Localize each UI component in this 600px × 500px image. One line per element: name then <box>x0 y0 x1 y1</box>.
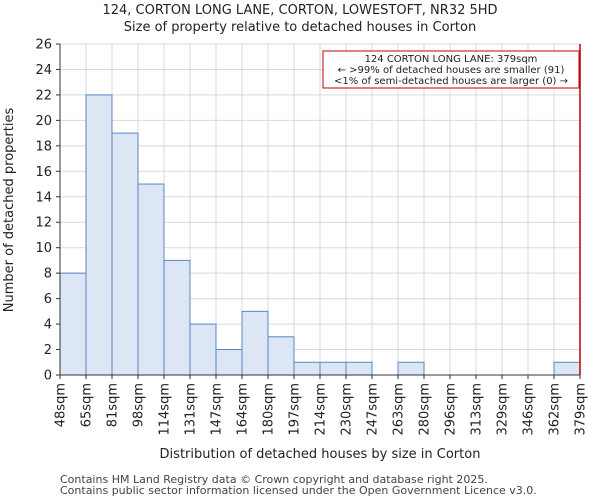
histogram-bar <box>319 361 347 376</box>
x-tick-label: 164sqm <box>236 383 251 436</box>
x-tick-label: 81sqm <box>106 383 121 427</box>
y-tick-label: 12 <box>35 216 52 231</box>
annotation-border <box>322 50 580 89</box>
histogram-bar <box>267 336 295 376</box>
histogram-bar <box>59 272 87 376</box>
histogram-bar <box>293 361 321 376</box>
x-tick-label: 296sqm <box>444 383 459 436</box>
y-tick-label: 18 <box>35 139 52 154</box>
chart-title: Size of property relative to detached ho… <box>123 20 477 35</box>
chart-title-address: 124, CORTON LONG LANE, CORTON, LOWESTOFT… <box>102 3 498 18</box>
histogram-bar <box>85 94 113 376</box>
x-tick-label: 230sqm <box>340 383 355 436</box>
bars <box>59 94 581 376</box>
x-tick-label: 147sqm <box>210 383 225 436</box>
x-tick-label: 180sqm <box>262 383 277 436</box>
x-tick-label: 197sqm <box>288 383 303 436</box>
y-tick-label: 20 <box>35 114 52 129</box>
annotation-box: 124 CORTON LONG LANE: 379sqm ← >99% of d… <box>322 50 580 89</box>
x-tick-label: 280sqm <box>418 383 433 436</box>
x-tick-label: 346sqm <box>522 383 537 436</box>
y-tick-label: 10 <box>35 241 52 256</box>
x-tick-label: 48sqm <box>54 383 69 427</box>
y-tick-label: 4 <box>44 318 52 333</box>
x-tick-label: 313sqm <box>470 383 485 436</box>
footer-copyright: Contains HM Land Registry data © Crown c… <box>60 473 488 486</box>
annotation-line-2: ← >99% of detached houses are smaller (9… <box>338 65 565 76</box>
annotation-line-3: <1% of semi-detached houses are larger (… <box>334 76 568 87</box>
histogram-bar <box>163 259 191 376</box>
x-tick-label: 98sqm <box>132 383 147 427</box>
y-tick-label: 26 <box>35 38 52 53</box>
histogram-bar <box>553 361 581 376</box>
histogram-bar <box>241 310 269 376</box>
x-tick-label: 362sqm <box>548 383 563 436</box>
annotation-line-1: 124 CORTON LONG LANE: 379sqm <box>365 54 538 65</box>
x-tick-label: 329sqm <box>496 383 511 436</box>
y-tick-label: 0 <box>44 369 52 384</box>
y-tick-label: 8 <box>44 267 52 282</box>
y-tick-label: 2 <box>44 343 52 358</box>
x-tick-label: 65sqm <box>80 383 95 427</box>
y-tick-label: 22 <box>35 88 52 103</box>
histogram-bar <box>345 361 373 376</box>
histogram-bar <box>397 361 425 376</box>
y-tick-label: 14 <box>35 190 52 205</box>
y-tick-label: 24 <box>35 63 52 78</box>
histogram-bar <box>111 132 139 376</box>
x-tick-label: 379sqm <box>574 383 589 436</box>
x-tick-label: 114sqm <box>158 383 173 436</box>
y-tick-label: 6 <box>44 292 52 307</box>
x-tick-label: 247sqm <box>366 383 381 436</box>
histogram-bar <box>215 349 243 376</box>
x-axis-label: Distribution of detached houses by size … <box>160 447 481 462</box>
footer-licence: Contains public sector information licen… <box>60 484 537 497</box>
y-tick-label: 16 <box>35 165 52 180</box>
x-tick-label: 214sqm <box>314 383 329 436</box>
histogram-bar <box>189 323 217 376</box>
y-axis-label: Number of detached properties <box>2 108 17 313</box>
x-tick-labels: 48sqm 65sqm 81sqm 98sqm 114sqm 131sqm 147sqm 16… <box>54 375 589 436</box>
x-tick-label: 263sqm <box>392 383 407 436</box>
x-tick-label: 131sqm <box>184 383 199 436</box>
histogram-bar <box>137 183 165 376</box>
